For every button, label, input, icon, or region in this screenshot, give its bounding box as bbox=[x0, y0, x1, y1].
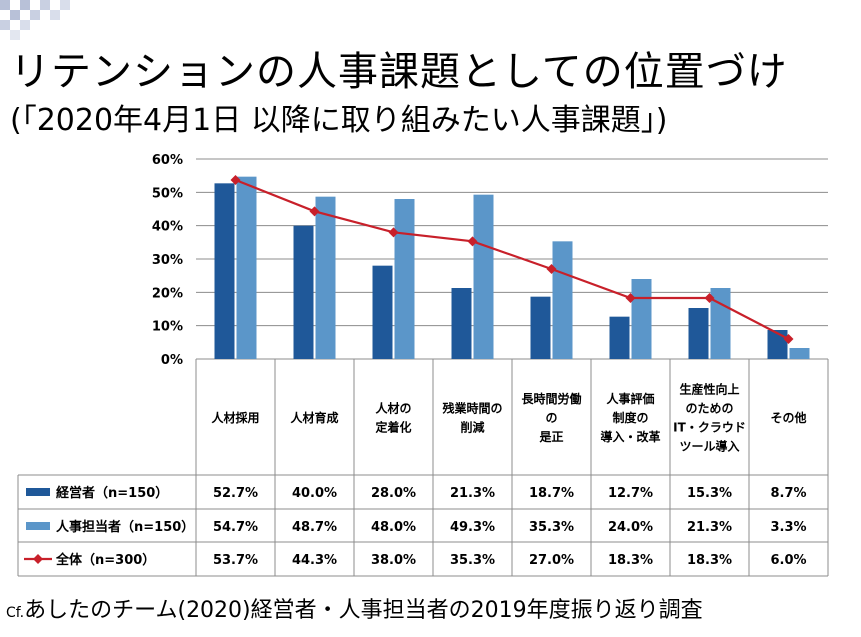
y-tick-label: 0% bbox=[161, 353, 183, 368]
data-value-cell: 53.7% bbox=[213, 553, 258, 568]
bar bbox=[767, 330, 788, 359]
source-citation: Cf.あしたのチーム(2020)経営者・人事担当者の2019年度振り返り調査 bbox=[6, 597, 703, 627]
data-value-cell: 18.3% bbox=[608, 553, 653, 568]
y-tick-label: 60% bbox=[152, 153, 183, 168]
category-label: 人事評価制度の導入・改革 bbox=[600, 391, 660, 444]
line-marker bbox=[546, 264, 557, 274]
data-value-cell: 18.7% bbox=[529, 486, 574, 501]
data-value-cell: 21.3% bbox=[450, 486, 495, 501]
legend-marker bbox=[33, 554, 43, 564]
bar bbox=[394, 199, 415, 359]
data-value-cell: 24.0% bbox=[608, 520, 653, 535]
category-label: 人材の定着化 bbox=[375, 401, 411, 435]
bar bbox=[451, 288, 472, 359]
data-value-cell: 15.3% bbox=[687, 486, 732, 501]
y-tick-label: 50% bbox=[152, 186, 183, 201]
line-marker bbox=[388, 227, 399, 238]
category-label: その他 bbox=[770, 410, 806, 425]
legend-swatch bbox=[26, 488, 50, 496]
line-marker bbox=[467, 236, 478, 247]
data-value-cell: 28.0% bbox=[371, 486, 416, 501]
data-value-cell: 48.7% bbox=[292, 520, 337, 535]
data-value-cell: 35.3% bbox=[450, 553, 495, 568]
category-label: 長時間労働の是正 bbox=[521, 391, 581, 444]
legend-swatch bbox=[26, 522, 50, 530]
line-marker bbox=[309, 206, 320, 217]
slide-title: リテンションの人事課題としての位置づけ bbox=[10, 49, 788, 95]
bar bbox=[473, 194, 494, 359]
legend-label: 経営者（n=150） bbox=[56, 485, 168, 501]
bar bbox=[631, 279, 652, 359]
data-value-cell: 18.3% bbox=[687, 553, 732, 568]
bar bbox=[236, 176, 257, 359]
data-value-cell: 21.3% bbox=[687, 520, 732, 535]
data-value-cell: 8.7% bbox=[770, 486, 806, 501]
y-tick-label: 10% bbox=[152, 320, 183, 335]
data-value-cell: 6.0% bbox=[770, 553, 806, 568]
bar bbox=[789, 348, 810, 359]
source-text: あしたのチーム(2020)経営者・人事担当者の2019年度振り返り調査 bbox=[24, 598, 703, 623]
data-value-cell: 54.7% bbox=[213, 520, 258, 535]
data-value-cell: 52.7% bbox=[213, 486, 258, 501]
slide-corner-checker-decoration bbox=[0, 0, 70, 40]
data-value-cell: 27.0% bbox=[529, 553, 574, 568]
line-marker bbox=[783, 334, 794, 344]
data-value-cell: 12.7% bbox=[608, 486, 653, 501]
bar bbox=[372, 265, 393, 359]
line-marker bbox=[625, 293, 636, 303]
y-tick-label: 40% bbox=[152, 220, 183, 235]
y-tick-label: 20% bbox=[152, 286, 183, 301]
category-label: 残業時間の削減 bbox=[442, 401, 502, 435]
data-value-cell: 38.0% bbox=[371, 553, 416, 568]
slide-subtitle: (「2020年4月1日 以降に取り組みたい人事課題」) bbox=[10, 103, 668, 138]
line-marker bbox=[230, 175, 241, 185]
line-series bbox=[235, 178, 790, 340]
legend-label: 人事担当者（n=150） bbox=[56, 519, 194, 535]
category-label: 生産性向上のための IT・クラウドツール導入 bbox=[673, 382, 746, 454]
data-value-cell: 40.0% bbox=[292, 486, 337, 501]
data-value-cell: 35.3% bbox=[529, 520, 574, 535]
category-label: 人材採用 bbox=[211, 410, 259, 425]
bar bbox=[530, 296, 551, 359]
bar bbox=[293, 225, 314, 359]
data-value-cell: 48.0% bbox=[371, 520, 416, 535]
bar bbox=[214, 183, 235, 359]
line-marker bbox=[704, 293, 715, 303]
data-value-cell: 49.3% bbox=[450, 520, 495, 535]
bar bbox=[688, 308, 709, 359]
data-value-cell: 3.3% bbox=[770, 520, 806, 535]
data-value-cell: 44.3% bbox=[292, 553, 337, 568]
source-prefix: Cf. bbox=[6, 605, 25, 621]
legend-label: 全体（n=300） bbox=[55, 552, 155, 568]
y-tick-label: 30% bbox=[152, 253, 183, 268]
bar bbox=[609, 316, 630, 359]
bar bbox=[552, 241, 573, 359]
bar bbox=[315, 196, 336, 359]
category-label: 人材育成 bbox=[290, 410, 338, 425]
